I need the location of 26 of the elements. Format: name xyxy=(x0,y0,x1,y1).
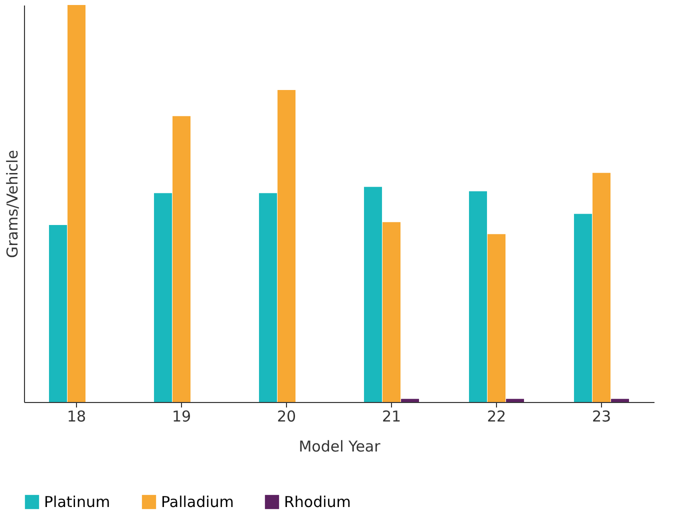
x-axis-title: Model Year xyxy=(298,438,382,456)
bar xyxy=(48,224,67,402)
bar xyxy=(382,222,400,402)
bar xyxy=(172,116,190,402)
x-tick-label: 18 xyxy=(66,408,86,426)
y-axis-title: Grams/Vehicle xyxy=(4,150,22,258)
x-tick-label: 22 xyxy=(486,408,506,426)
bar xyxy=(506,398,524,402)
bar xyxy=(592,172,610,402)
bar xyxy=(154,193,172,402)
bar xyxy=(278,90,296,402)
bar xyxy=(401,398,420,402)
bar xyxy=(468,191,487,402)
legend-label: Palladium xyxy=(161,493,234,511)
x-tick-label: 23 xyxy=(592,408,612,426)
x-tick-label: 21 xyxy=(382,408,402,426)
legend-label: Platinum xyxy=(44,493,110,511)
bar xyxy=(574,214,592,402)
bar xyxy=(258,193,277,402)
x-tick-label: 20 xyxy=(276,408,296,426)
bar xyxy=(364,186,382,402)
bar xyxy=(68,5,86,402)
bar xyxy=(611,398,630,402)
x-tick-label: 19 xyxy=(172,408,192,426)
bar xyxy=(488,234,506,402)
legend-label: Rhodium xyxy=(284,493,351,511)
